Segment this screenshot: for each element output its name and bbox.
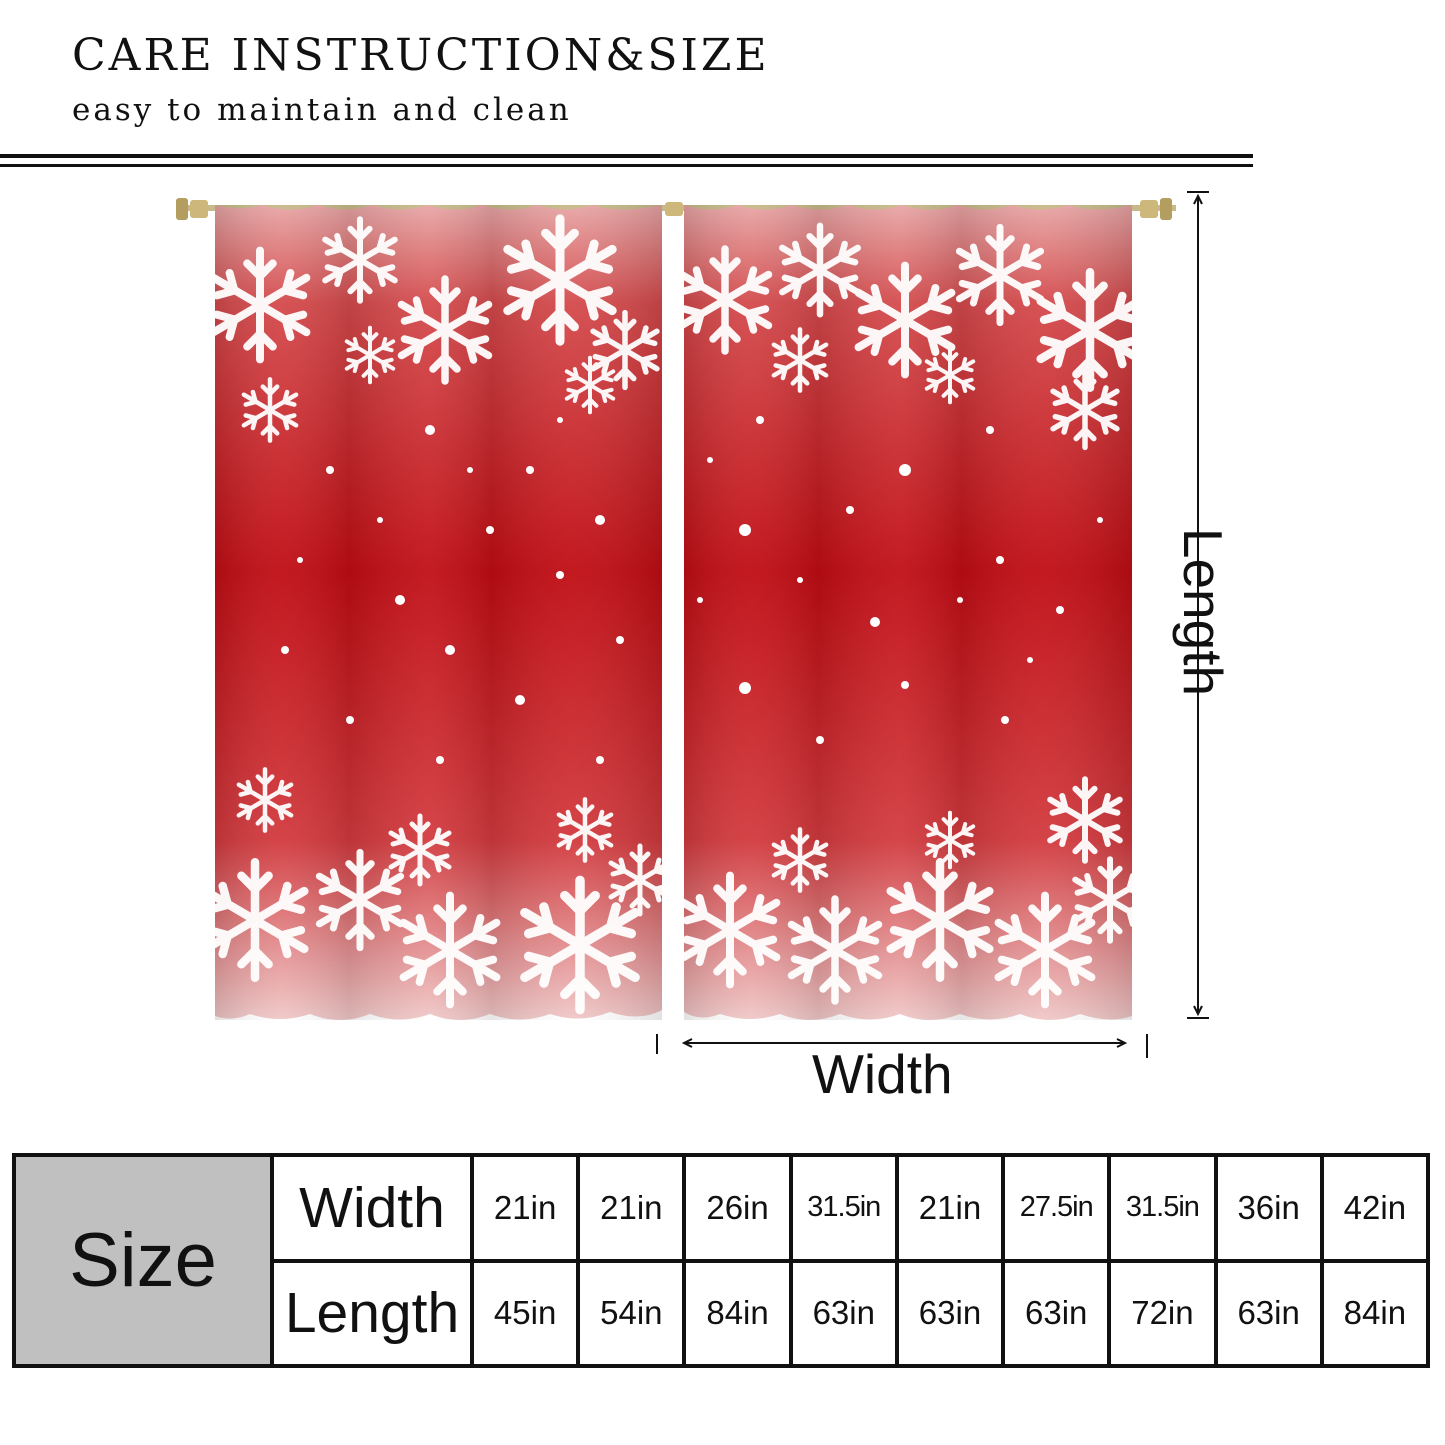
divider-bottom [0,164,1253,167]
length-label: Length [1172,527,1234,697]
length-cell: 54in [576,1258,687,1368]
length-cell: 45in [469,1258,581,1368]
length-dimension-line [1187,191,1209,1019]
page-subtitle: easy to maintain and clean [72,92,572,128]
width-cell: 21in [894,1153,1006,1263]
curtain-rod [176,198,1176,220]
curtain-illustration [176,191,1209,1058]
width-label: Width [812,1043,953,1105]
length-cell: 72in [1107,1258,1218,1368]
page-title: CARE INSTRUCTION&SIZE [72,30,770,81]
width-cell: 31.5in [1107,1153,1218,1263]
table-row-length: Length 45in 54in 84in 63in 63in 63in 72i… [14,1258,1431,1368]
curtain-panel-right [682,205,1145,1020]
width-cell: 21in [469,1153,581,1263]
width-dimension-line [656,1034,1148,1058]
size-header-cell: Size [12,1153,274,1368]
length-cell: 84in [682,1258,793,1368]
width-cell: 36in [1213,1153,1324,1263]
length-cell: 63in [1001,1258,1112,1368]
length-row-label: Length [270,1258,474,1368]
width-cell: 27.5in [1001,1153,1112,1263]
length-cell: 84in [1319,1258,1431,1368]
length-cell: 63in [894,1258,1006,1368]
length-cell: 63in [788,1258,899,1368]
width-cell: 26in [682,1153,793,1263]
width-cell: 42in [1319,1153,1431,1263]
width-cell: 31.5in [788,1153,899,1263]
length-cell: 63in [1213,1258,1324,1368]
table-row-width: Size Width 21in 21in 26in 31.5in 21in 27… [12,1153,1431,1368]
width-row-label: Width [270,1153,474,1263]
curtain-panel-left [206,205,669,1020]
divider-top [0,154,1253,158]
width-cell: 21in [576,1153,687,1263]
size-table: Size Width 21in 21in 26in 31.5in 21in 27… [12,1153,1431,1368]
